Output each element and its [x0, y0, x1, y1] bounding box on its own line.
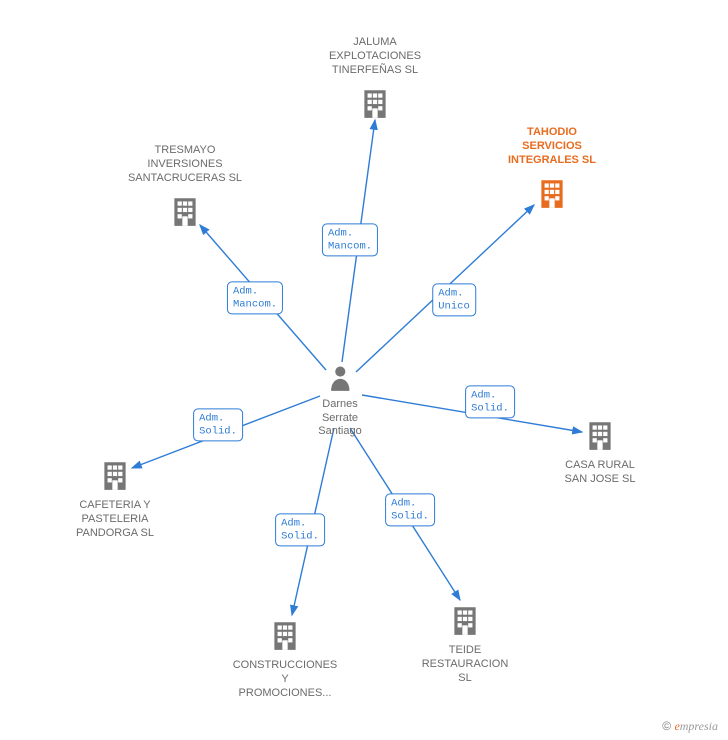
copyright-symbol: © — [662, 719, 671, 733]
company-node[interactable] — [168, 194, 202, 233]
building-icon — [583, 418, 617, 452]
company-node[interactable] — [583, 418, 617, 457]
edge-label: Adm. Mancom. — [227, 281, 283, 314]
company-label: TRESMAYO INVERSIONES SANTACRUCERAS SL — [110, 140, 260, 185]
company-label: TAHODIO SERVICIOS INTEGRALES SL — [477, 122, 627, 167]
edge-label: Adm. Solid. — [193, 408, 243, 441]
edge-label: Adm. Solid. — [465, 385, 515, 418]
building-icon — [448, 603, 482, 637]
company-node[interactable] — [98, 458, 132, 497]
company-label: TEIDE RESTAURACION SL — [390, 640, 540, 685]
center-person-label: Darnes Serrate Santiago — [318, 398, 361, 439]
building-icon — [268, 618, 302, 652]
building-icon — [98, 458, 132, 492]
company-label: CAFETERIA Y PASTELERIA PANDORGA SL — [40, 495, 190, 540]
edge-label: Adm. Mancom. — [322, 223, 378, 256]
edge-label: Adm. Solid. — [385, 493, 435, 526]
center-person-node[interactable]: Darnes Serrate Santiago — [318, 365, 361, 439]
company-node[interactable] — [358, 86, 392, 125]
building-icon — [535, 176, 569, 210]
company-node[interactable] — [448, 603, 482, 642]
company-label: JALUMA EXPLOTACIONES TINERFEÑAS SL — [300, 32, 450, 77]
company-label: CASA RURAL SAN JOSE SL — [525, 455, 675, 487]
company-node[interactable] — [535, 176, 569, 215]
edge-label: Adm. Solid. — [275, 513, 325, 546]
diagram-stage: Darnes Serrate Santiago JALUMA EXPLOTACI… — [0, 0, 728, 740]
building-icon — [168, 194, 202, 228]
edge-label: Adm. Unico — [432, 283, 476, 316]
brand-logo-rest: mpresia — [680, 719, 718, 733]
company-label: CONSTRUCCIONES Y PROMOCIONES... — [210, 655, 360, 700]
person-icon — [329, 365, 351, 391]
footer-credit: © empresia — [662, 719, 718, 734]
company-node[interactable] — [268, 618, 302, 657]
building-icon — [358, 86, 392, 120]
